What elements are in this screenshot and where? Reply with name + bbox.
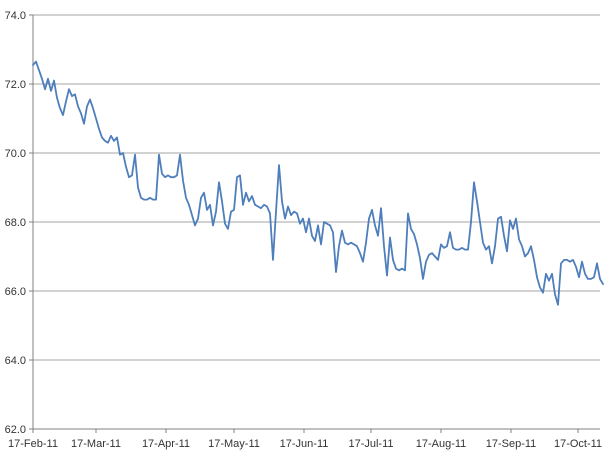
x-axis-label: 17-Apr-11 bbox=[142, 438, 190, 450]
y-axis-label: 62.0 bbox=[5, 424, 26, 436]
x-axis-label: 17-Oct-11 bbox=[554, 438, 602, 450]
y-axis-label: 64.0 bbox=[5, 355, 26, 367]
x-axis-label: 17-Jul-11 bbox=[348, 438, 393, 450]
x-axis-label: 17-Mar-11 bbox=[71, 438, 121, 450]
x-axis-label: 17-Jun-11 bbox=[280, 438, 329, 450]
y-axis-label: 70.0 bbox=[5, 148, 26, 160]
y-axis-label: 66.0 bbox=[5, 286, 26, 298]
x-axis-label: 17-Sep-11 bbox=[486, 438, 537, 450]
data-series-line bbox=[32, 60, 604, 306]
y-axis-label: 72.0 bbox=[5, 79, 26, 91]
x-axis-label: 17-Feb-11 bbox=[8, 438, 58, 450]
y-axis-label: 74.0 bbox=[5, 10, 26, 22]
x-axis-label: 17-Aug-11 bbox=[416, 438, 467, 450]
y-axis-label: 68.0 bbox=[5, 217, 26, 229]
x-axis-label: 17-May-11 bbox=[208, 438, 260, 450]
